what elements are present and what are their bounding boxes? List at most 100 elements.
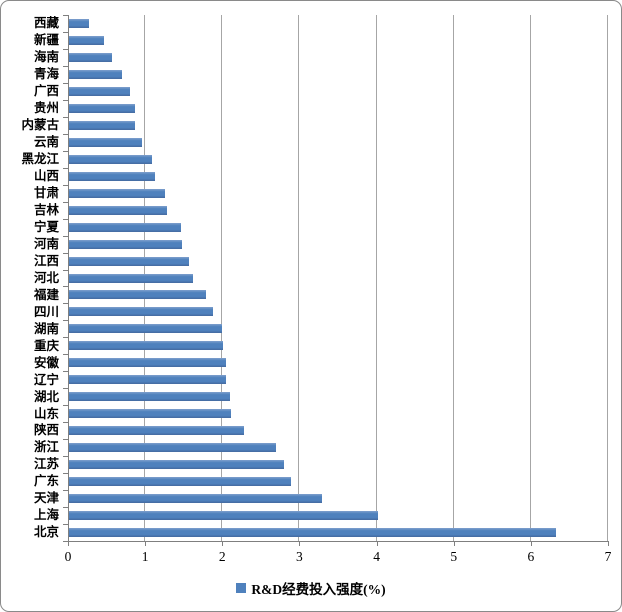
category-label: 广西 xyxy=(33,84,59,99)
category-tick xyxy=(63,439,68,441)
x-axis-tick xyxy=(145,542,147,546)
category-label: 陕西 xyxy=(33,423,59,438)
category-label: 浙江 xyxy=(33,440,59,455)
category-tick xyxy=(63,473,68,475)
x-axis-tick xyxy=(453,542,455,546)
x-axis-tick xyxy=(376,542,378,546)
category-label: 江苏 xyxy=(33,457,59,472)
x-axis-tick xyxy=(608,542,609,546)
category-tick xyxy=(63,133,68,135)
bar xyxy=(69,256,189,266)
category-tick xyxy=(63,337,68,339)
category-tick xyxy=(63,235,68,237)
value-axis-line xyxy=(68,541,609,542)
bar xyxy=(69,392,231,402)
category-label: 贵州 xyxy=(33,101,59,116)
x-axis-tick xyxy=(222,542,224,546)
category-label: 河南 xyxy=(33,236,59,251)
category-label: 北京 xyxy=(33,525,59,540)
category-tick xyxy=(63,303,68,305)
x-axis-tick-label: 3 xyxy=(296,549,303,564)
legend-marker-icon xyxy=(236,583,247,593)
category-tick xyxy=(63,524,68,526)
category-tick xyxy=(63,320,68,322)
category-tick xyxy=(63,286,68,288)
bar xyxy=(69,426,245,436)
category-tick xyxy=(63,252,68,254)
category-tick xyxy=(63,422,68,424)
bar xyxy=(69,188,166,198)
category-label: 青海 xyxy=(33,67,59,82)
bar xyxy=(69,375,227,385)
x-axis-tick-label: 0 xyxy=(64,549,72,564)
bar xyxy=(69,477,292,487)
bar xyxy=(69,239,182,249)
x-axis-tick-label: 2 xyxy=(218,549,226,564)
category-label: 内蒙古 xyxy=(21,118,59,133)
bar-series xyxy=(68,15,608,541)
bar xyxy=(69,18,90,28)
category-tick xyxy=(63,82,68,84)
bar xyxy=(69,341,223,351)
bar xyxy=(69,290,207,300)
category-tick xyxy=(63,541,68,542)
bar xyxy=(69,35,105,45)
category-label: 吉林 xyxy=(33,202,59,217)
category-label: 云南 xyxy=(33,135,59,150)
category-label: 天津 xyxy=(33,491,59,506)
gridline xyxy=(375,15,377,541)
x-axis-tick-label: 1 xyxy=(141,549,149,564)
category-tick xyxy=(63,218,68,220)
category-tick xyxy=(63,116,68,118)
category-tick xyxy=(63,405,68,407)
category-tick xyxy=(63,150,68,152)
legend-label: R&D经费投入强度(%) xyxy=(251,582,386,597)
category-label: 宁夏 xyxy=(33,219,59,234)
category-label: 西藏 xyxy=(33,16,59,31)
category-tick xyxy=(63,490,68,492)
gridline xyxy=(452,15,454,541)
category-tick xyxy=(63,65,68,67)
category-label: 四川 xyxy=(33,304,59,319)
category-tick xyxy=(63,507,68,509)
category-label: 海南 xyxy=(33,50,59,65)
category-tick xyxy=(63,269,68,271)
bar xyxy=(69,154,153,164)
bar xyxy=(69,86,130,96)
legend: R&D经费投入强度(%) xyxy=(1,579,621,597)
x-axis-tick xyxy=(299,542,301,546)
category-label: 山西 xyxy=(33,168,59,183)
bar xyxy=(69,324,222,334)
gridline xyxy=(298,15,300,541)
x-axis-tick-label: 6 xyxy=(527,549,535,564)
bar xyxy=(69,358,226,368)
category-label: 黑龙江 xyxy=(21,151,59,166)
gridline xyxy=(221,15,223,541)
bar xyxy=(69,137,143,147)
bar xyxy=(69,120,136,130)
x-axis-tick-label: 5 xyxy=(450,549,458,564)
category-label: 河北 xyxy=(33,270,59,285)
category-label: 安徽 xyxy=(33,355,59,370)
bar xyxy=(69,103,136,113)
category-label: 甘肃 xyxy=(33,185,59,200)
category-tick xyxy=(63,15,68,16)
bar xyxy=(69,460,285,470)
category-label: 辽宁 xyxy=(33,372,59,387)
category-label: 重庆 xyxy=(33,338,59,353)
bar xyxy=(69,273,194,283)
x-axis-tick xyxy=(68,542,69,546)
bar xyxy=(69,307,214,317)
category-label: 湖南 xyxy=(33,321,59,336)
x-axis-tick-label: 7 xyxy=(604,549,612,564)
category-tick xyxy=(63,354,68,356)
bar xyxy=(69,171,156,181)
category-label: 湖北 xyxy=(33,389,59,404)
category-label: 上海 xyxy=(33,508,59,523)
category-tick xyxy=(63,184,68,186)
category-tick xyxy=(63,167,68,169)
category-label: 山东 xyxy=(33,406,59,421)
bar xyxy=(69,443,276,453)
category-label: 江西 xyxy=(33,253,59,268)
